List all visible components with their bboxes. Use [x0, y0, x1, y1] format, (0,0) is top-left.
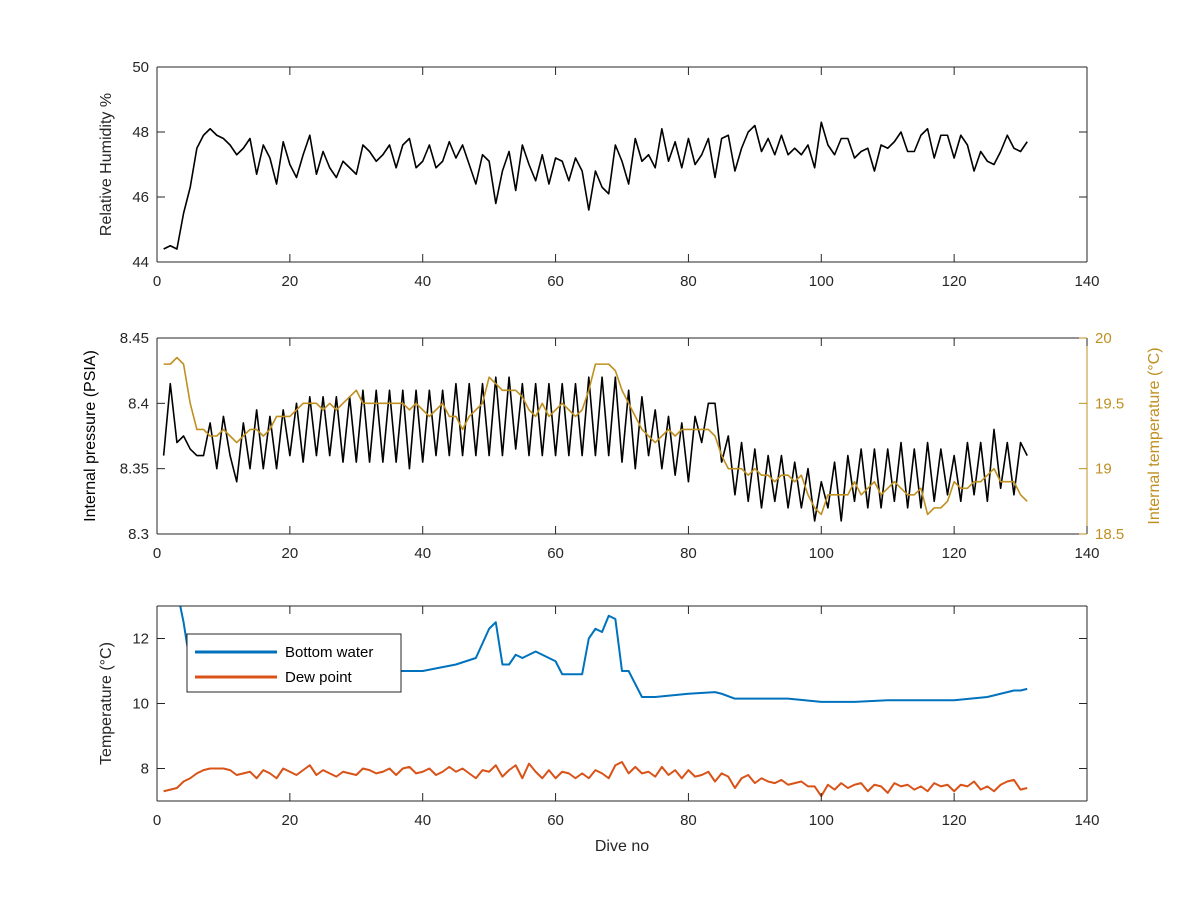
legend-box: [186, 633, 402, 693]
x-tick-label: 20: [282, 273, 299, 290]
x-tick-label: 40: [414, 812, 431, 829]
x-tick-label: 140: [1074, 545, 1099, 562]
series-line-dew-point: [163, 761, 1028, 798]
x-tick-label: 40: [414, 545, 431, 562]
x-axis-label: Dive no: [595, 838, 649, 855]
y-tick-label: 12: [132, 631, 149, 648]
x-tick-label: 120: [942, 812, 967, 829]
y2-tick-label: 18.5: [1095, 526, 1124, 543]
y-tick-label: 48: [132, 124, 149, 141]
y-tick-label: 50: [132, 59, 149, 76]
x-tick-label: 100: [809, 545, 834, 562]
x-tick-label: 40: [414, 273, 431, 290]
y2-tick-label: 19: [1095, 461, 1112, 478]
y-axis-label: Temperature (°C): [98, 642, 115, 765]
y2-axis-label: Internal temperature (°C): [1146, 347, 1163, 524]
x-tick-label: 140: [1074, 812, 1099, 829]
y2-tick-label: 20: [1095, 330, 1112, 347]
y-tick-label: 46: [132, 189, 149, 206]
x-tick-label: 0: [153, 273, 161, 290]
x-tick-label: 140: [1074, 273, 1099, 290]
x-tick-label: 20: [282, 545, 299, 562]
x-tick-label: 80: [680, 273, 697, 290]
legend-label: Bottom water: [285, 644, 373, 661]
y-tick-label: 8.45: [120, 330, 149, 347]
x-tick-label: 60: [547, 545, 564, 562]
y-tick-label: 8: [141, 761, 149, 778]
y-tick-label: 8.35: [120, 461, 149, 478]
y-tick-label: 10: [132, 696, 149, 713]
x-tick-label: 60: [547, 273, 564, 290]
plot-area: [163, 121, 1028, 250]
x-tick-label: 0: [153, 812, 161, 829]
panel-1: 0 20 40 60 80 100 120 140 44 46 48 50 Relative Humid…: [98, 59, 1100, 290]
x-tick-label: 120: [942, 273, 967, 290]
legend: Bottom water Dew point: [186, 633, 402, 693]
x-tick-label: 20: [282, 812, 299, 829]
x-tick-label: 100: [809, 273, 834, 290]
y-axis-label: Internal pressure (PSIA): [82, 350, 99, 522]
y2-tick-label: 19.5: [1095, 395, 1124, 412]
x-tick-label: 80: [680, 812, 697, 829]
y-tick-label: 8.3: [128, 526, 149, 543]
y-axis-label: Relative Humidity %: [98, 93, 115, 236]
legend-label: Dew point: [285, 669, 353, 686]
series-line-series-2: [163, 356, 1028, 516]
series-line-series-1: [163, 121, 1028, 250]
x-tick-label: 120: [942, 545, 967, 562]
y-tick-label: 8.4: [128, 395, 149, 412]
panel-2: 0 20 40 60 80 100 120 140 8.3 8.35 8.4 8.45 18.5 19 19…: [82, 330, 1163, 562]
x-tick-label: 0: [153, 545, 161, 562]
y-tick-label: 44: [132, 254, 149, 271]
x-tick-label: 80: [680, 545, 697, 562]
series-line-series-1: [162, 376, 1028, 522]
plot-area: [162, 356, 1028, 522]
x-tick-label: 60: [547, 812, 564, 829]
panel-3: 0 20 40 60 80 100 120 140 8 10 12 Temperature (°C) D…: [98, 605, 1100, 855]
x-tick-label: 100: [809, 812, 834, 829]
